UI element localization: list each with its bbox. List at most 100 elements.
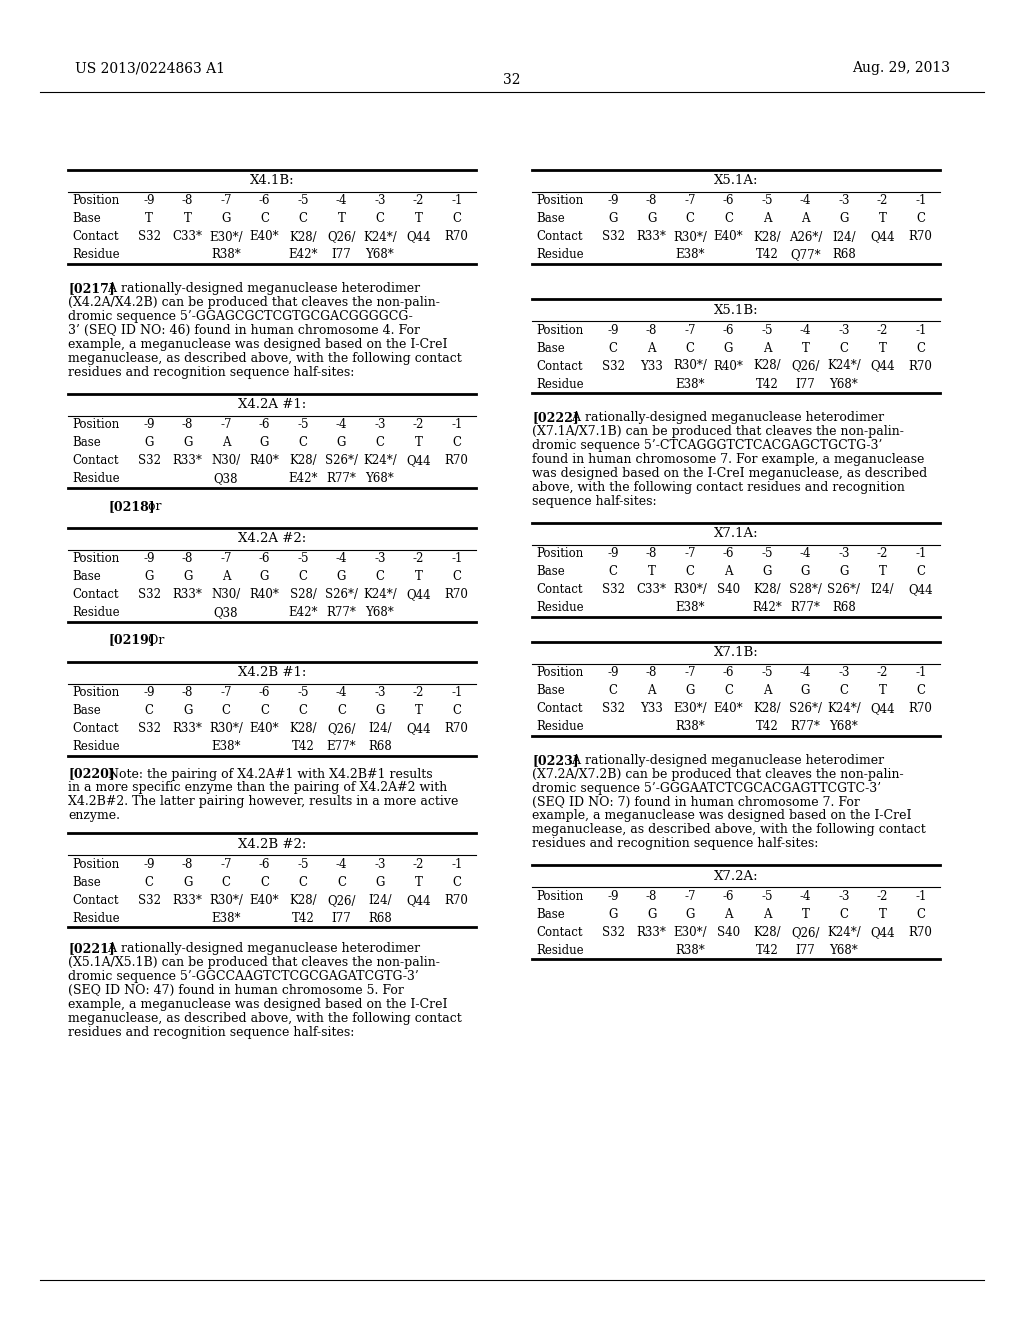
Text: C: C [453,704,461,717]
Text: -8: -8 [182,418,194,432]
Text: -2: -2 [413,686,424,700]
Text: A: A [763,908,771,921]
Text: Residue: Residue [72,912,120,925]
Text: S32: S32 [137,894,161,907]
Text: -6: -6 [723,323,734,337]
Text: T42: T42 [292,912,314,925]
Text: Q26/: Q26/ [328,231,355,243]
Text: C: C [260,704,269,717]
Text: C: C [453,570,461,583]
Text: C: C [299,570,307,583]
Text: S32: S32 [602,925,625,939]
Text: R33*: R33* [173,722,203,735]
Text: S26*/: S26*/ [827,583,860,597]
Text: R40*: R40* [714,359,743,372]
Text: A: A [763,213,771,226]
Text: X4.2B #2:: X4.2B #2: [238,838,306,851]
Text: K24*/: K24*/ [364,231,396,243]
Text: E38*: E38* [676,378,705,391]
Text: C: C [337,704,346,717]
Text: S32: S32 [137,589,161,601]
Text: C: C [299,436,307,449]
Text: S40: S40 [717,583,740,597]
Text: -3: -3 [374,686,386,700]
Text: -8: -8 [182,858,194,871]
Text: Residue: Residue [536,721,584,733]
Text: R33*: R33* [173,589,203,601]
Text: G: G [337,570,346,583]
Text: (SEQ ID NO: 47) found in human chromosome 5. For: (SEQ ID NO: 47) found in human chromosom… [68,985,403,997]
Text: -6: -6 [259,418,270,432]
Text: A rationally-designed meganuclease heterodimer: A rationally-designed meganuclease heter… [96,942,420,956]
Text: Contact: Contact [72,454,119,467]
Text: Base: Base [72,436,100,449]
Text: -1: -1 [452,686,463,700]
Text: Contact: Contact [72,722,119,735]
Text: R40*: R40* [250,589,280,601]
Text: -4: -4 [800,323,811,337]
Text: C: C [686,213,694,226]
Text: Base: Base [536,565,565,578]
Text: Q38: Q38 [214,606,239,619]
Text: C: C [376,570,384,583]
Text: -2: -2 [413,552,424,565]
Text: C: C [144,704,154,717]
Text: K24*/: K24*/ [364,589,396,601]
Text: -3: -3 [838,667,850,680]
Text: -1: -1 [452,194,463,207]
Text: Base: Base [536,684,565,697]
Text: -1: -1 [915,194,927,207]
Text: S32: S32 [137,722,161,735]
Text: Q44: Q44 [407,589,431,601]
Text: -4: -4 [336,858,347,871]
Text: Q44: Q44 [407,454,431,467]
Text: enzyme.: enzyme. [68,809,120,822]
Text: C: C [221,876,230,888]
Text: -3: -3 [838,323,850,337]
Text: C: C [376,213,384,226]
Text: Residue: Residue [72,741,120,752]
Text: -3: -3 [374,418,386,432]
Text: Residue: Residue [536,378,584,391]
Text: -3: -3 [374,858,386,871]
Text: dromic sequence 5’-CTCAGGGTCTCACGAGCTGCTG-3’: dromic sequence 5’-CTCAGGGTCTCACGAGCTGCT… [532,438,883,451]
Text: A: A [647,684,656,697]
Text: -2: -2 [413,418,424,432]
Text: X4.2B#2. The latter pairing however, results in a more active: X4.2B#2. The latter pairing however, res… [68,796,459,808]
Text: Q26/: Q26/ [792,359,819,372]
Text: I24/: I24/ [870,583,894,597]
Text: R33*: R33* [173,454,203,467]
Text: -6: -6 [723,667,734,680]
Text: R38*: R38* [675,721,705,733]
Text: -2: -2 [877,323,888,337]
Text: -7: -7 [220,194,231,207]
Text: R33*: R33* [637,231,667,243]
Text: Position: Position [72,686,119,700]
Text: Residue: Residue [536,944,584,957]
Text: T: T [415,213,422,226]
Text: R70: R70 [909,359,933,372]
Text: Contact: Contact [72,894,119,907]
Text: -9: -9 [143,552,155,565]
Text: -3: -3 [838,890,850,903]
Text: was designed based on the I-CreI meganuclease, as described: was designed based on the I-CreI meganuc… [532,467,928,479]
Text: -9: -9 [607,194,618,207]
Text: R68: R68 [833,248,856,261]
Text: Note: the pairing of X4.2A#1 with X4.2B#1 results: Note: the pairing of X4.2A#1 with X4.2B#… [96,767,433,780]
Text: C: C [916,565,926,578]
Text: C: C [840,342,849,355]
Text: C: C [299,213,307,226]
Text: R70: R70 [909,702,933,715]
Text: -5: -5 [761,323,773,337]
Text: G: G [337,436,346,449]
Text: [0221]: [0221] [68,942,115,956]
Text: Contact: Contact [536,702,583,715]
Text: -4: -4 [800,194,811,207]
Text: Contact: Contact [536,359,583,372]
Text: T42: T42 [756,721,778,733]
Text: K24*/: K24*/ [364,454,396,467]
Text: 3’ (SEQ ID NO: 46) found in human chromosome 4. For: 3’ (SEQ ID NO: 46) found in human chromo… [68,323,420,337]
Text: -1: -1 [452,858,463,871]
Text: Base: Base [536,342,565,355]
Text: R68: R68 [833,601,856,614]
